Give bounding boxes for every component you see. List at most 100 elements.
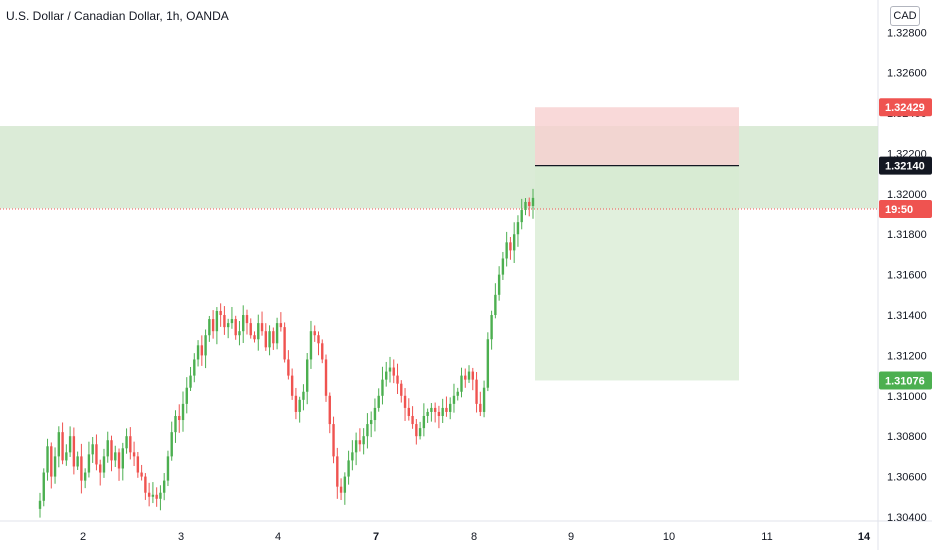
candle-body — [449, 403, 452, 412]
candle-body — [83, 472, 87, 481]
price-badge-label: 1.32140 — [885, 161, 925, 173]
candle-body — [471, 371, 474, 380]
candle-body — [516, 222, 520, 235]
currency-button[interactable]: CAD — [890, 6, 920, 26]
candle-body — [185, 387, 188, 404]
price-badge-label: 1.31076 — [885, 375, 925, 387]
candle-body — [482, 387, 486, 412]
x-tick-label: 7 — [373, 531, 379, 543]
candle-body — [430, 407, 433, 412]
candle-body — [57, 432, 61, 457]
x-tick-label: 2 — [80, 531, 86, 543]
candle-body — [193, 359, 196, 376]
candle-body — [162, 480, 166, 493]
candle-body — [324, 359, 328, 396]
candle-body — [151, 494, 155, 497]
candle-body — [102, 456, 106, 473]
candle-body — [290, 375, 294, 396]
candle-body — [298, 399, 301, 412]
price-badge — [879, 371, 932, 390]
y-tick-label: 1.30400 — [887, 512, 927, 524]
candle-body — [65, 452, 68, 461]
candle-body — [313, 331, 316, 336]
price-badge — [879, 156, 932, 175]
candle-body — [321, 343, 324, 360]
candle-body — [377, 395, 380, 408]
candle-body — [528, 201, 531, 206]
candle-body — [531, 197, 535, 206]
candle-body — [208, 319, 211, 336]
candle-body — [260, 323, 264, 332]
candle-body — [219, 310, 222, 316]
candle-body — [249, 323, 252, 336]
y-tick-label: 1.31200 — [887, 350, 927, 362]
candle-body — [426, 411, 429, 416]
candle-body — [418, 428, 422, 437]
candle-body — [268, 331, 271, 348]
candle-body — [117, 452, 121, 469]
candle-body — [242, 315, 245, 332]
price-badge-label: 19:50 — [885, 204, 913, 216]
candle-body — [381, 379, 384, 396]
candle-body — [72, 436, 76, 467]
price-badge — [879, 98, 932, 117]
candle-body — [441, 407, 444, 416]
candle-body — [524, 201, 527, 211]
candle-body — [403, 395, 407, 408]
y-tick-label: 1.31800 — [887, 229, 927, 241]
candle-body — [351, 452, 354, 461]
candle-body — [452, 395, 456, 404]
demand-zone — [0, 126, 878, 209]
y-tick-label: 1.30600 — [887, 472, 927, 484]
candle-body — [132, 452, 136, 457]
candle-body — [415, 424, 418, 437]
candle-body — [275, 323, 279, 344]
candle-body — [196, 345, 200, 360]
candle-body — [497, 274, 501, 295]
candle-body — [385, 371, 388, 380]
candle-body — [204, 335, 207, 356]
candle-body — [106, 440, 109, 457]
y-tick-label: 1.32600 — [887, 68, 927, 80]
candle-body — [343, 476, 347, 493]
candle-body — [347, 460, 350, 477]
price-badge — [879, 200, 932, 219]
candle-body — [272, 331, 275, 344]
y-tick-label: 1.32000 — [887, 189, 927, 201]
candle-body — [279, 323, 283, 328]
candle-body — [287, 359, 290, 376]
candle-body — [400, 383, 403, 396]
y-tick-label: 1.32800 — [887, 27, 927, 39]
candle-body — [354, 440, 358, 453]
candle-body — [486, 339, 490, 388]
candle-body — [369, 420, 373, 425]
candle-body — [494, 294, 497, 316]
candle-body — [170, 432, 173, 457]
candle-body — [166, 456, 170, 481]
candle-body — [95, 444, 98, 465]
candle-body — [189, 375, 192, 388]
price-badge-label: 1.32429 — [885, 102, 925, 114]
candle-body — [46, 446, 49, 473]
candle-body — [80, 456, 83, 481]
candle-body — [445, 407, 448, 412]
candle-body — [129, 436, 132, 453]
candle-body — [50, 446, 53, 477]
y-tick-label: 1.31400 — [887, 310, 927, 322]
candle-body — [309, 331, 313, 360]
candle-body — [336, 456, 339, 487]
candle-body — [501, 258, 505, 275]
x-tick-label: 9 — [568, 531, 574, 543]
candle-body — [230, 319, 234, 324]
candle-body — [38, 500, 42, 509]
candle-body — [305, 359, 309, 392]
y-tick-label: 1.31000 — [887, 391, 927, 403]
candle-body — [505, 242, 508, 259]
candle-body — [366, 424, 369, 437]
y-tick-label: 1.31600 — [887, 270, 927, 282]
candle-body — [76, 456, 79, 467]
candle-body — [302, 391, 305, 400]
candle-body — [155, 494, 158, 499]
